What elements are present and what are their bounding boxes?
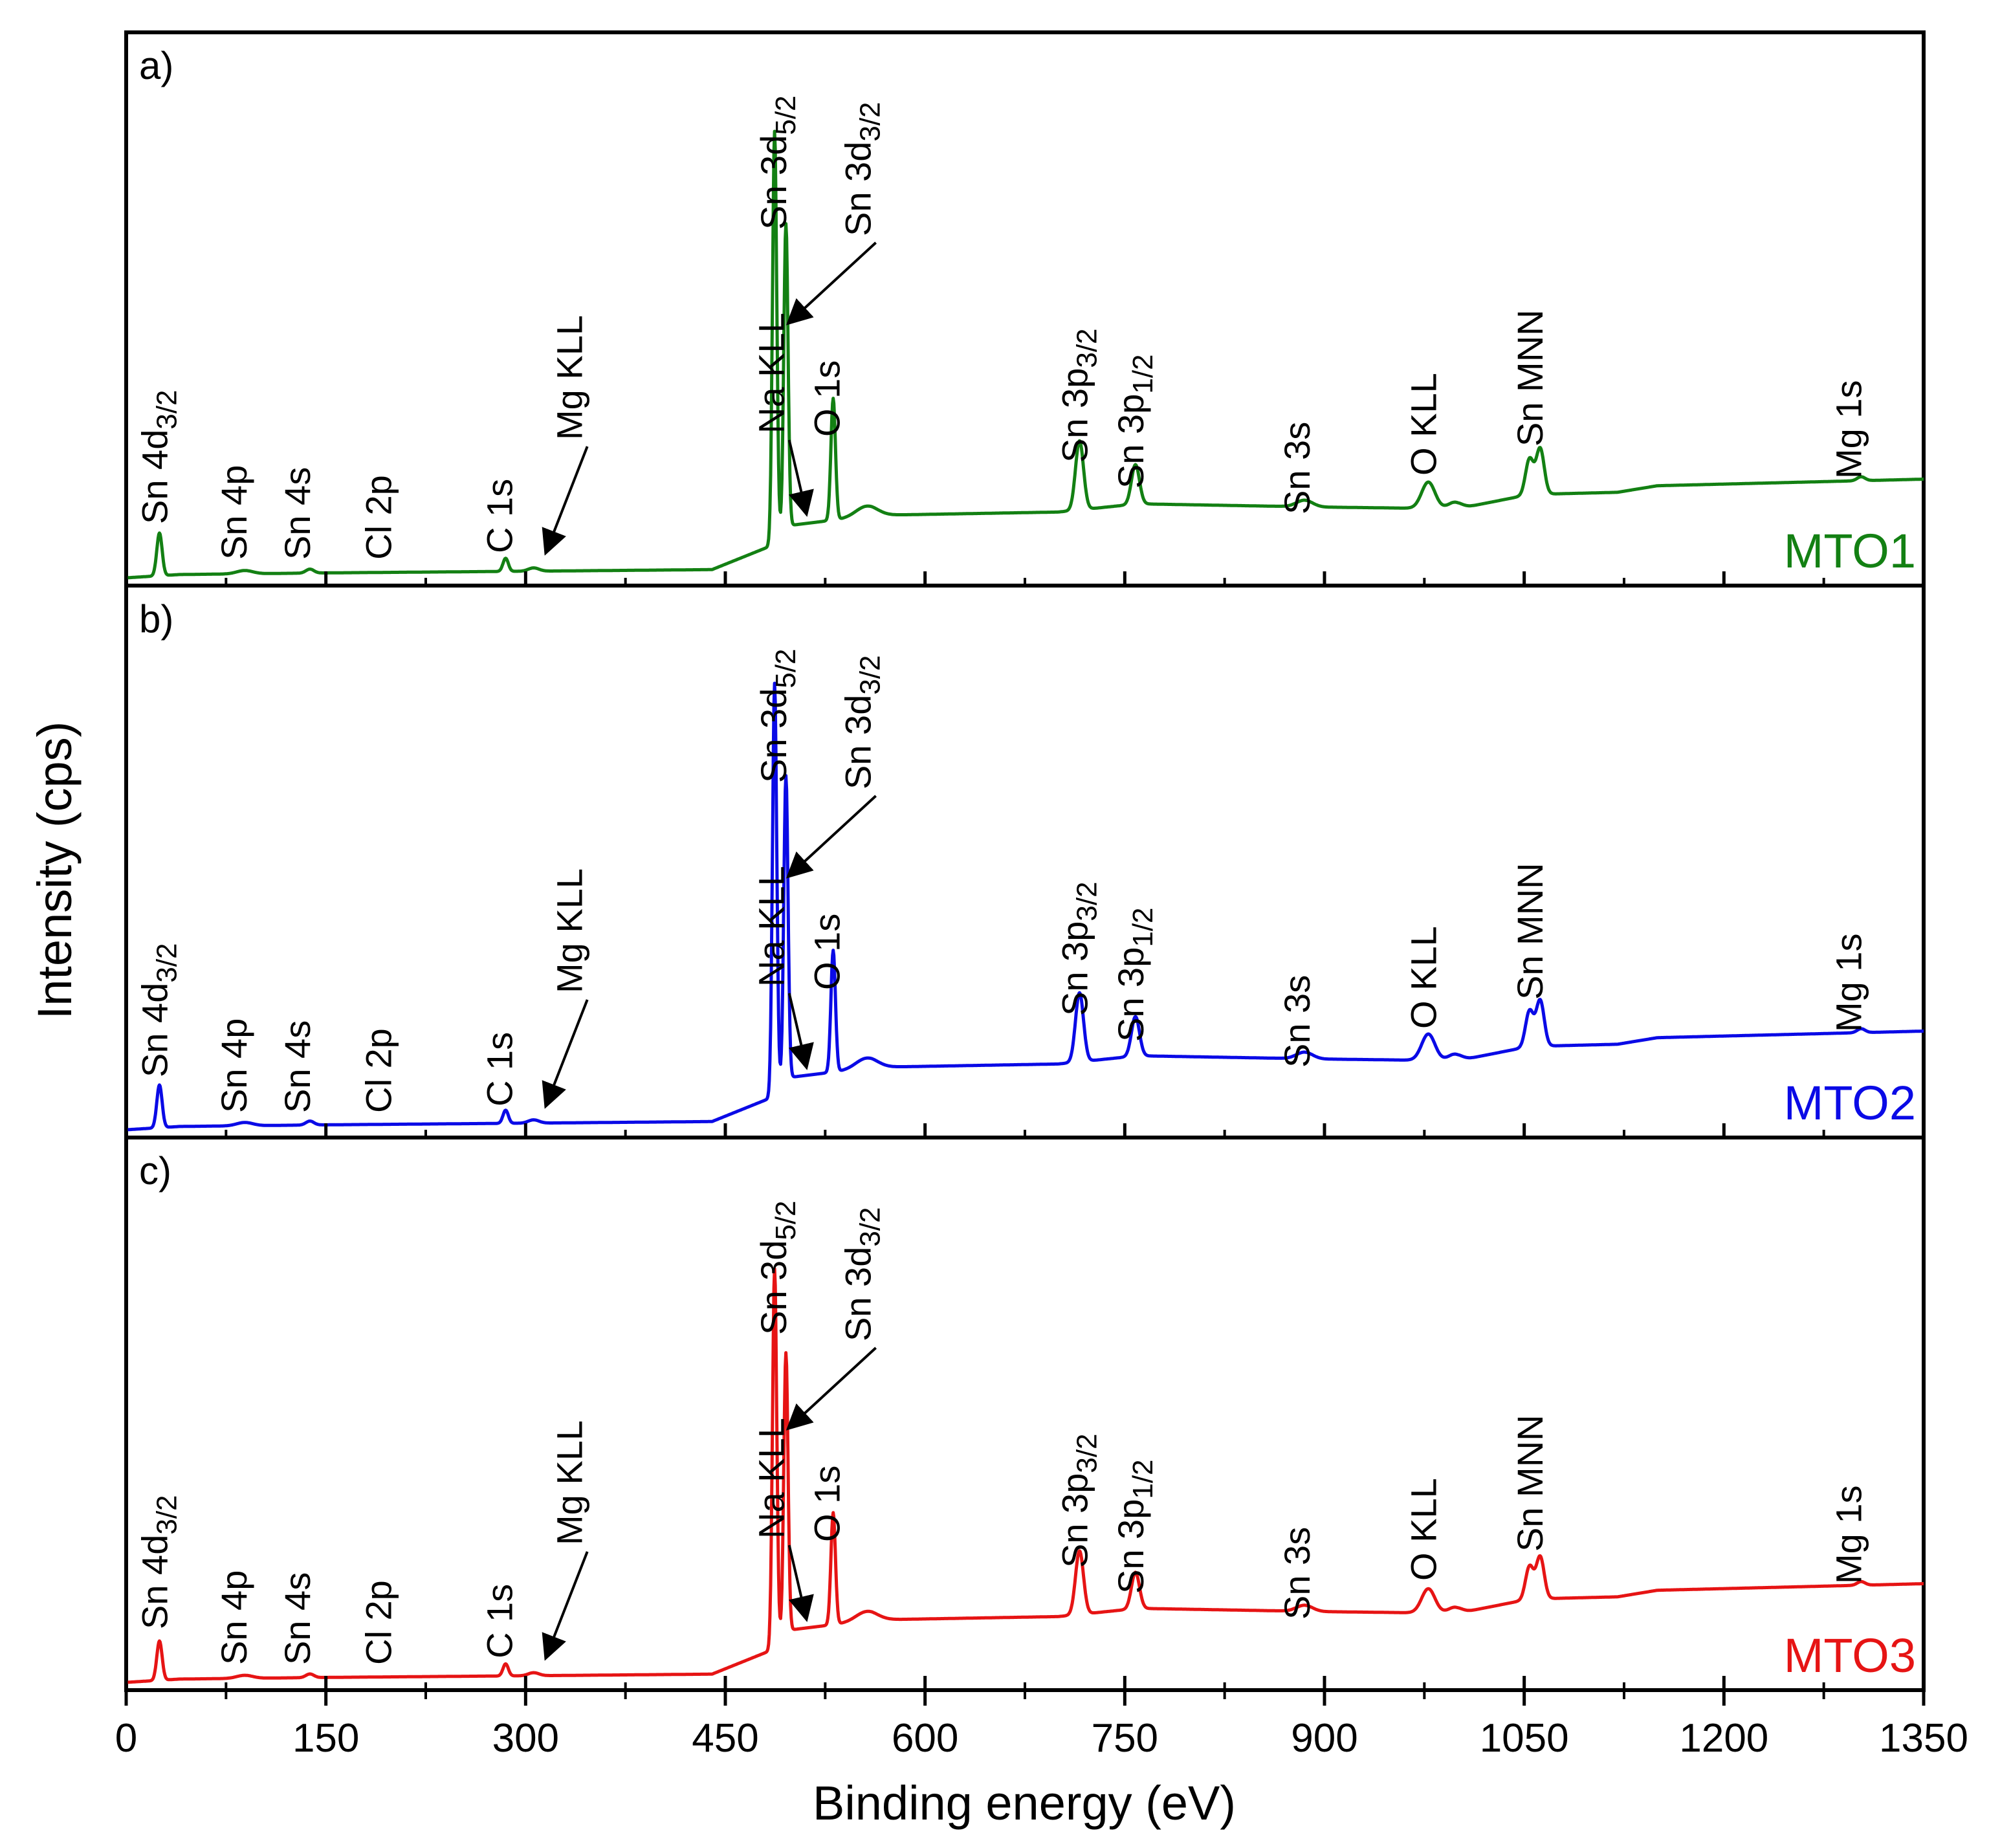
annotation-arrow: [542, 1551, 589, 1661]
peak-label: Mg KLL: [549, 868, 590, 993]
peak-label: Na KLL: [751, 1418, 792, 1539]
peak-label: Sn MNN: [1510, 309, 1550, 446]
annotation-arrow: [542, 446, 589, 556]
panels-layer: a) MTO1 Sn 4d3/2 Sn 4p Sn 4s Cl 2p C 1s Mg KLL N…: [124, 30, 1926, 1692]
peak-label: Na KLL: [751, 313, 792, 434]
peak-label: Sn 4s: [277, 1572, 318, 1665]
x-tick-label: 150: [292, 1716, 359, 1761]
peak-label: Sn 4p: [214, 465, 254, 560]
peak-label: Sn 3d3/2: [838, 655, 886, 789]
peak-label: C 1s: [479, 1584, 520, 1658]
peak-label: Sn 4d3/2: [134, 943, 182, 1077]
peak-label: Mg KLL: [549, 1420, 590, 1545]
peak-label: Sn 4d3/2: [134, 390, 182, 524]
peak-label: Sn 3p1/2: [1110, 1459, 1159, 1594]
peak-label: O 1s: [807, 1466, 848, 1542]
x-tick-label: 1350: [1879, 1716, 1968, 1761]
spectrum-line-mto1: [125, 129, 1925, 580]
annotation-arrow: [786, 1347, 877, 1431]
x-tick-label: 1200: [1679, 1716, 1768, 1761]
x-tick-label: 450: [692, 1716, 758, 1761]
panel-mto1: a) MTO1 Sn 4d3/2 Sn 4p Sn 4s Cl 2p C 1s Mg KLL N…: [124, 30, 1926, 588]
peak-label: C 1s: [479, 1032, 520, 1106]
peak-label: Na KLL: [751, 866, 792, 987]
x-tick-label: 0: [115, 1716, 137, 1761]
peak-label: Mg 1s: [1828, 934, 1869, 1033]
peak-label: Sn 3p1/2: [1110, 907, 1159, 1042]
sample-label: MTO3: [1784, 1629, 1916, 1682]
panel-letter: a): [139, 44, 173, 87]
peak-label: O KLL: [1403, 1478, 1444, 1581]
peak-label: Sn 4p: [214, 1570, 254, 1665]
peak-label: Mg KLL: [549, 315, 590, 440]
panel-letter: c): [139, 1149, 171, 1193]
peak-label: Sn 3p3/2: [1054, 1433, 1103, 1568]
panel-letter: b): [139, 597, 173, 641]
peak-label: Sn 4s: [277, 467, 318, 560]
peak-label: Sn 3d3/2: [838, 102, 886, 236]
spectrum-line-mto3: [125, 1267, 1925, 1684]
peak-label: Sn 3d5/2: [753, 95, 802, 230]
peak-label: Sn MNN: [1510, 863, 1550, 1000]
annotation-arrow: [787, 993, 814, 1070]
peak-label: O 1s: [807, 360, 848, 437]
peak-label: Mg 1s: [1828, 380, 1869, 479]
peak-label: O 1s: [807, 914, 848, 990]
annotation-arrow: [786, 795, 877, 879]
annotation-arrow: [786, 241, 877, 325]
peak-label: Sn 3p1/2: [1110, 354, 1159, 489]
y-axis-title: Intensity (cps): [28, 721, 82, 1020]
annotation-arrow: [787, 1545, 814, 1622]
peak-label: Sn 3d3/2: [838, 1207, 886, 1341]
x-tick-label: 750: [1092, 1716, 1158, 1761]
x-axis: 0 150 300 450 600 750 900 1050 1200 1350: [115, 1690, 1968, 1761]
x-tick-label: 300: [492, 1716, 559, 1761]
panel-mto3: c) MTO3 Sn 4d3/2 Sn 4p Sn 4s Cl 2p C 1s Mg KLL N…: [124, 1136, 1926, 1692]
peak-label: Sn MNN: [1510, 1414, 1550, 1552]
peak-label: O KLL: [1403, 373, 1444, 476]
peak-label: Sn 4d3/2: [134, 1495, 182, 1629]
x-tick-label: 600: [892, 1716, 958, 1761]
sample-label: MTO2: [1784, 1076, 1916, 1130]
peak-label: Sn 4s: [277, 1020, 318, 1113]
peak-label: Sn 3p3/2: [1054, 881, 1103, 1016]
peak-label: Sn 3s: [1277, 422, 1317, 514]
peak-label: Mg 1s: [1828, 1486, 1869, 1585]
peak-label: Sn 4p: [214, 1018, 254, 1113]
peak-label: Sn 3s: [1277, 1527, 1317, 1620]
sample-label: MTO1: [1784, 524, 1916, 578]
peak-label: Sn 3d5/2: [753, 648, 802, 783]
peak-label: Sn 3p3/2: [1054, 328, 1103, 463]
peak-label: C 1s: [479, 479, 520, 553]
panel-mto2: b) MTO2 Sn 4d3/2 Sn 4p Sn 4s Cl 2p C 1s Mg KLL N…: [124, 584, 1926, 1139]
peak-label: O KLL: [1403, 926, 1444, 1029]
x-axis-title: Binding energy (eV): [813, 1776, 1236, 1830]
annotation-arrow: [542, 999, 589, 1109]
peak-label: Cl 2p: [358, 475, 399, 560]
peak-label: Cl 2p: [358, 1028, 399, 1113]
x-tick-label: 1050: [1480, 1716, 1569, 1761]
peak-label: Sn 3d5/2: [753, 1200, 802, 1335]
x-tick-label: 900: [1291, 1716, 1357, 1761]
peak-label: Cl 2p: [358, 1580, 399, 1665]
peak-label: Sn 3s: [1277, 975, 1317, 1068]
spectrum-line-mto2: [125, 681, 1925, 1132]
annotation-arrow: [787, 439, 814, 517]
